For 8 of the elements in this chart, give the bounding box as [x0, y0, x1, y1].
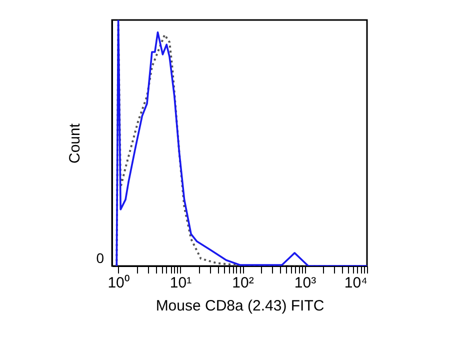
x-tick-label: 10²: [232, 274, 254, 292]
x-tick-label: 10³: [294, 274, 316, 292]
x-axis-title: Mouse CD8a (2.43) FITC: [156, 298, 324, 314]
x-tick-label: 10⁴: [344, 274, 368, 292]
y-axis-title: Count: [66, 122, 84, 164]
text: 0: [96, 250, 104, 266]
x-tick-label: 10⁰: [108, 274, 130, 292]
x-tick-label: 10¹: [170, 274, 192, 292]
